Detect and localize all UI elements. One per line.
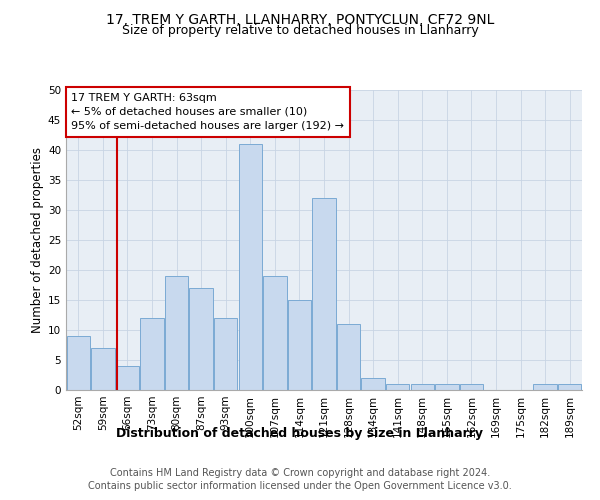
Text: 17 TREM Y GARTH: 63sqm
← 5% of detached houses are smaller (10)
95% of semi-deta: 17 TREM Y GARTH: 63sqm ← 5% of detached … — [71, 93, 344, 131]
Text: Distribution of detached houses by size in Llanharry: Distribution of detached houses by size … — [116, 428, 484, 440]
Bar — [263, 276, 287, 390]
Bar — [165, 276, 188, 390]
Bar — [337, 324, 360, 390]
Bar — [386, 384, 409, 390]
Bar — [67, 336, 90, 390]
Text: 17, TREM Y GARTH, LLANHARRY, PONTYCLUN, CF72 9NL: 17, TREM Y GARTH, LLANHARRY, PONTYCLUN, … — [106, 12, 494, 26]
Bar — [288, 300, 311, 390]
Y-axis label: Number of detached properties: Number of detached properties — [31, 147, 44, 333]
Bar — [361, 378, 385, 390]
Text: Contains public sector information licensed under the Open Government Licence v3: Contains public sector information licen… — [88, 481, 512, 491]
Bar — [313, 198, 335, 390]
Bar — [140, 318, 164, 390]
Bar — [558, 384, 581, 390]
Bar — [435, 384, 458, 390]
Text: Contains HM Land Registry data © Crown copyright and database right 2024.: Contains HM Land Registry data © Crown c… — [110, 468, 490, 477]
Bar — [533, 384, 557, 390]
Text: Size of property relative to detached houses in Llanharry: Size of property relative to detached ho… — [122, 24, 478, 37]
Bar — [190, 288, 213, 390]
Bar — [239, 144, 262, 390]
Bar — [460, 384, 483, 390]
Bar — [410, 384, 434, 390]
Bar — [91, 348, 115, 390]
Bar — [214, 318, 238, 390]
Bar — [116, 366, 139, 390]
